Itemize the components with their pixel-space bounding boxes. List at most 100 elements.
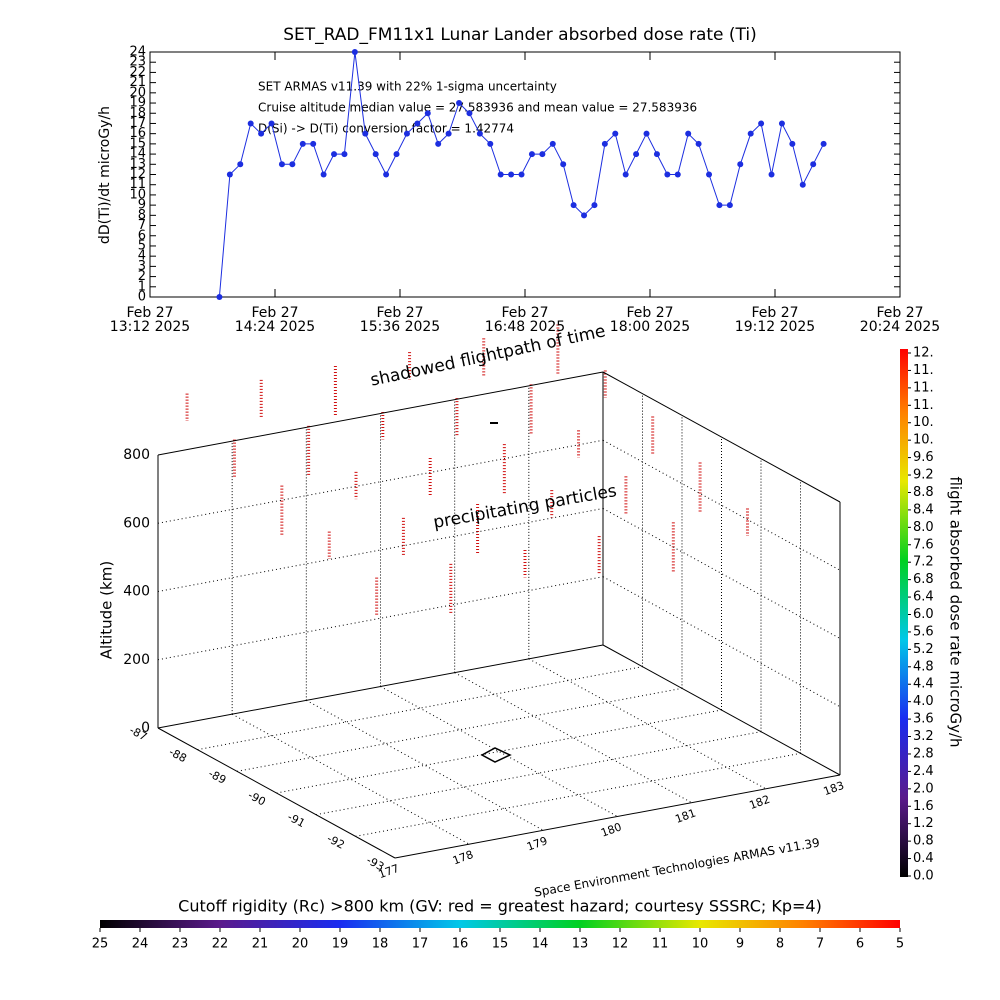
dose-point — [581, 212, 588, 219]
colorbar-tick-label: 10. — [913, 415, 934, 430]
x-tick-label: Feb 27 14:24 2025 — [234, 305, 316, 335]
dose-point — [591, 202, 598, 209]
dose-point — [299, 140, 306, 147]
colorbar-tick-label: 4.0 — [913, 694, 934, 709]
dose-point — [424, 110, 431, 117]
dose-point — [435, 140, 442, 147]
y-tick-label: 9 — [138, 198, 146, 213]
colorbar-tick-label: 11 — [652, 937, 669, 952]
y-tick-label: 1 — [138, 279, 146, 294]
y-tick-label: 0 — [138, 290, 146, 305]
colorbar-tick-label: 20 — [292, 937, 309, 952]
colorbar-tick-label: 10. — [913, 433, 934, 448]
dose-point — [570, 202, 577, 209]
x-tick-label: Feb 27 15:36 2025 — [359, 305, 441, 335]
dose-point — [706, 171, 713, 178]
z-axis-label: Altitude (km) — [98, 561, 116, 659]
dose-point — [528, 151, 535, 158]
dose-point — [466, 110, 473, 117]
dose-point — [820, 140, 827, 147]
dose-point — [737, 161, 744, 168]
colorbar-tick-label: 3.6 — [913, 712, 934, 727]
colorbar-tick-label: 0.0 — [913, 869, 934, 884]
dose-point — [341, 151, 348, 158]
colorbar-tick-label: 11. — [913, 363, 934, 378]
y-tick-label: 18 — [129, 106, 146, 121]
dose-point — [268, 120, 275, 127]
dose-point — [278, 161, 285, 168]
y-tick-label: 16 — [129, 126, 146, 141]
colorbar-tick-label: 7.6 — [913, 537, 934, 552]
y-tick-label: 8 — [138, 208, 146, 223]
annotation: SET ARMAS v11.39 with 22% 1-sigma uncert… — [258, 80, 557, 94]
colorbar-tick-label: 18 — [372, 937, 389, 952]
colorbar-tick-label: 0.8 — [913, 834, 934, 849]
z-tick-label: 200 — [123, 652, 150, 668]
y-tick-label: 181 — [673, 806, 697, 825]
dose-point — [237, 161, 244, 168]
dose-point — [560, 161, 567, 168]
colorbar-tick-label: 23 — [172, 937, 189, 952]
y-tick-label: 23 — [129, 55, 146, 70]
dose-point — [487, 140, 494, 147]
dose-point — [508, 171, 515, 178]
dose-point — [685, 130, 692, 137]
colorbar-tick-label: 7.2 — [913, 555, 934, 570]
annotation: D(Si) -> D(Ti) conversion factor = 1.427… — [258, 122, 514, 136]
grid-line — [602, 576, 841, 708]
z-tick-label: 400 — [123, 584, 150, 600]
dose-point — [403, 130, 410, 137]
colorbar-tick-label: 6.4 — [913, 590, 934, 605]
dose-point — [549, 140, 556, 147]
colorbar-tick-label: 24 — [132, 937, 149, 952]
colorbar-tick-label: 1.6 — [913, 799, 934, 814]
y-tick-label: 2 — [138, 269, 146, 284]
dose-point — [445, 130, 452, 137]
colorbar-tick-label: 0.4 — [913, 851, 934, 866]
colorbar-tick-label: 5.2 — [913, 642, 934, 657]
colorbar-tick-label: 17 — [412, 937, 429, 952]
dose-point — [414, 120, 421, 127]
y-tick-label: 10 — [129, 187, 146, 202]
x-tick-label: Feb 27 13:12 2025 — [109, 305, 191, 335]
dose-point — [664, 171, 671, 178]
dose-point — [758, 120, 765, 127]
colorbar-vertical — [900, 349, 908, 877]
y-tick-label: 6 — [138, 228, 146, 243]
colorbar-tick-label: 11. — [913, 398, 934, 413]
grid-line — [380, 686, 618, 817]
grid-line — [454, 672, 692, 804]
y-tick-label: 24 — [129, 45, 146, 60]
colorbar-tick-label: 22 — [212, 937, 229, 952]
dose-point — [216, 294, 223, 300]
y-tick-label: 180 — [599, 820, 623, 839]
colorbar-tick-label: 14 — [532, 937, 549, 952]
y-tick-label: 14 — [129, 147, 146, 162]
y-tick-label: 12 — [129, 167, 146, 182]
x-tick-label: Feb 27 18:00 2025 — [609, 305, 691, 335]
grid-line — [528, 658, 767, 790]
dose-point — [674, 171, 681, 178]
dose-point — [653, 151, 660, 158]
dose-point — [310, 140, 317, 147]
dose-point — [331, 151, 338, 158]
dose-point — [497, 171, 504, 178]
colorbar-tick-label: 25 — [92, 937, 109, 952]
annotation: precipitating particles — [432, 481, 619, 533]
y-tick-label: 17 — [129, 116, 146, 131]
y-tick-label: 22 — [129, 65, 146, 80]
dose-point — [351, 49, 358, 55]
colorbar-tick-label: 4.4 — [913, 677, 934, 692]
dose-point — [518, 171, 525, 178]
colorbar-tick-label: 4.8 — [913, 659, 934, 674]
y-tick-label: 182 — [748, 793, 772, 812]
colorbar-tick-label: 11. — [913, 380, 934, 395]
colorbar-tick-label: 2.8 — [913, 746, 934, 761]
dose-point — [247, 120, 254, 127]
colorbar-tick-label: 8 — [776, 937, 784, 952]
y-tick-label: 7 — [138, 218, 146, 233]
dose-point — [289, 161, 296, 168]
dose-point — [716, 202, 723, 209]
colorbar-tick-label: 12. — [913, 346, 934, 361]
